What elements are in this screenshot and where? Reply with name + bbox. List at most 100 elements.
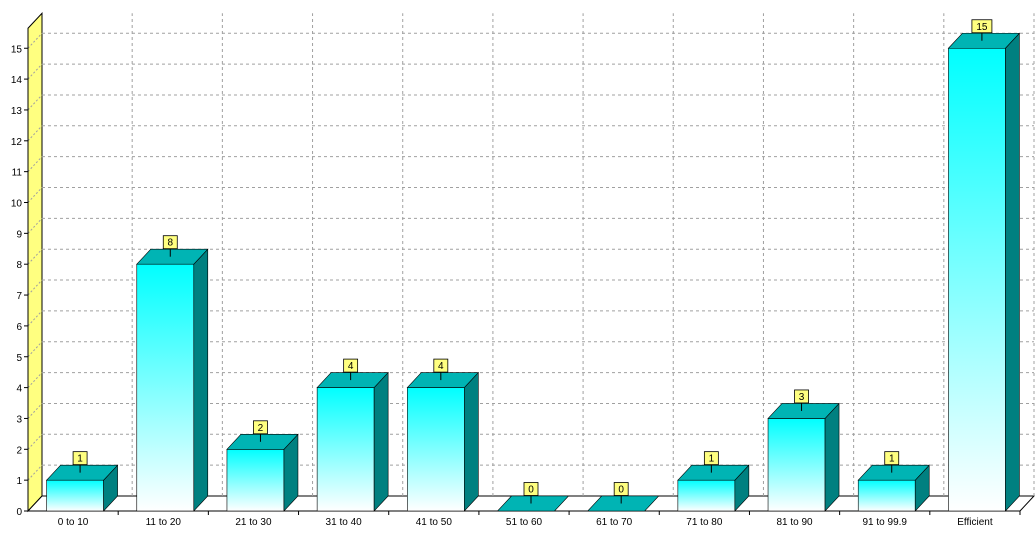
bar-front (136, 263, 195, 512)
value-label-box (523, 482, 539, 496)
wall-gridline (27, 433, 43, 450)
wall-gridline (27, 32, 43, 49)
bar-side (373, 371, 389, 512)
bar: 3 (767, 389, 840, 512)
value-label-box (703, 451, 719, 466)
value-label: 4 (438, 361, 444, 372)
bar-front (226, 448, 285, 512)
x-tick-labels: 0 to 10 11 to 20 21 to 30 31 to 40 41 to 50 5… (58, 517, 993, 528)
value-label-box (162, 235, 178, 250)
bar-front (857, 479, 916, 512)
wall-gridline (27, 464, 43, 481)
wall-gridline (27, 63, 43, 80)
y-tick-label: 2 (16, 445, 22, 456)
value-label: 15 (976, 22, 988, 33)
bar-front (948, 47, 1006, 512)
wall-gridline (27, 341, 43, 358)
bar: 2 (226, 420, 299, 512)
value-label-box (253, 420, 268, 435)
wall-gridline (27, 94, 43, 111)
y-tick-label: 10 (11, 199, 23, 210)
wall-gridline (27, 310, 43, 327)
y-tick-label: 12 (11, 137, 23, 148)
bar-side (464, 371, 479, 512)
bars: 1 8 2 4 4 0 0 1 3 1 15 (45, 19, 1021, 512)
grid-lines (27, 13, 1035, 496)
bar: 15 (947, 19, 1021, 512)
bar: 0 (496, 482, 570, 512)
wall-gridline (27, 125, 43, 142)
bar-top (45, 464, 119, 481)
y-tick-label: 7 (16, 291, 22, 302)
x-tick-label: 91 to 99.9 (862, 517, 907, 528)
wall-gridline (27, 187, 43, 203)
y-tick-label: 4 (16, 384, 22, 395)
wall-gridline (27, 156, 43, 172)
x-tick-label: 41 to 50 (416, 517, 453, 528)
value-label: 2 (258, 423, 264, 434)
bar-front (407, 387, 465, 512)
y-tick-label: 3 (16, 414, 22, 425)
bar-top (677, 464, 750, 481)
value-label: 8 (167, 238, 173, 249)
bar-top (947, 32, 1021, 49)
bar-top (226, 433, 299, 450)
bar: 4 (406, 358, 480, 512)
bar: 0 (586, 482, 660, 512)
value-label-box (884, 451, 900, 466)
y-tick-label: 14 (11, 75, 23, 86)
value-label-box (613, 482, 629, 496)
bar: 4 (316, 358, 389, 512)
value-label-box (794, 389, 809, 404)
value-label: 4 (348, 361, 354, 372)
bar-top (767, 403, 840, 419)
y-tick-label: 6 (16, 322, 22, 333)
bar-top (586, 495, 660, 512)
bar-front (677, 479, 736, 512)
bar-front (316, 387, 375, 512)
value-label-box (72, 451, 88, 466)
bar-top (316, 372, 389, 388)
wall-gridline (27, 248, 43, 265)
value-label: 0 (618, 485, 624, 496)
value-label: 1 (709, 454, 715, 465)
value-label-box (343, 358, 359, 373)
x-tick-label: Efficient (957, 517, 993, 528)
wall-gridline (27, 372, 43, 388)
value-label-box (433, 358, 449, 373)
bar-side (1005, 32, 1020, 512)
y-tick-label: 0 (16, 507, 22, 518)
x-tick-label: 11 to 20 (146, 517, 182, 528)
x-tick-label: 61 to 70 (596, 517, 633, 528)
x-tick-label: 31 to 40 (326, 517, 363, 528)
bar-top (406, 372, 480, 388)
y-tick-label: 1 (16, 476, 22, 487)
bar-top (496, 495, 570, 512)
y-tick-label: 11 (12, 168, 23, 179)
y-tick-label: 9 (16, 229, 22, 240)
bar-side (193, 248, 209, 512)
bar-side (824, 402, 840, 512)
wall-gridline (27, 403, 43, 419)
x-tick-label: 0 to 10 (58, 517, 89, 528)
bar: 8 (136, 235, 209, 512)
value-label: 1 (889, 454, 895, 465)
bar: 1 (857, 451, 930, 512)
bar-top (136, 248, 209, 265)
x-tick-label: 71 to 80 (686, 517, 723, 528)
bar: 1 (677, 451, 750, 512)
bar: 1 (45, 451, 119, 512)
y-tick-label: 13 (11, 106, 23, 117)
bar-front (767, 418, 826, 512)
y-tick-label: 8 (16, 260, 22, 271)
value-label: 0 (528, 485, 534, 496)
x-tick-label: 81 to 90 (776, 517, 813, 528)
x-tick-label: 21 to 30 (235, 517, 272, 528)
wall-gridline (27, 218, 43, 234)
value-label: 3 (799, 392, 805, 403)
x-tick-label: 51 to 60 (506, 517, 543, 528)
value-label-box (971, 19, 993, 34)
bar-front (46, 479, 104, 512)
